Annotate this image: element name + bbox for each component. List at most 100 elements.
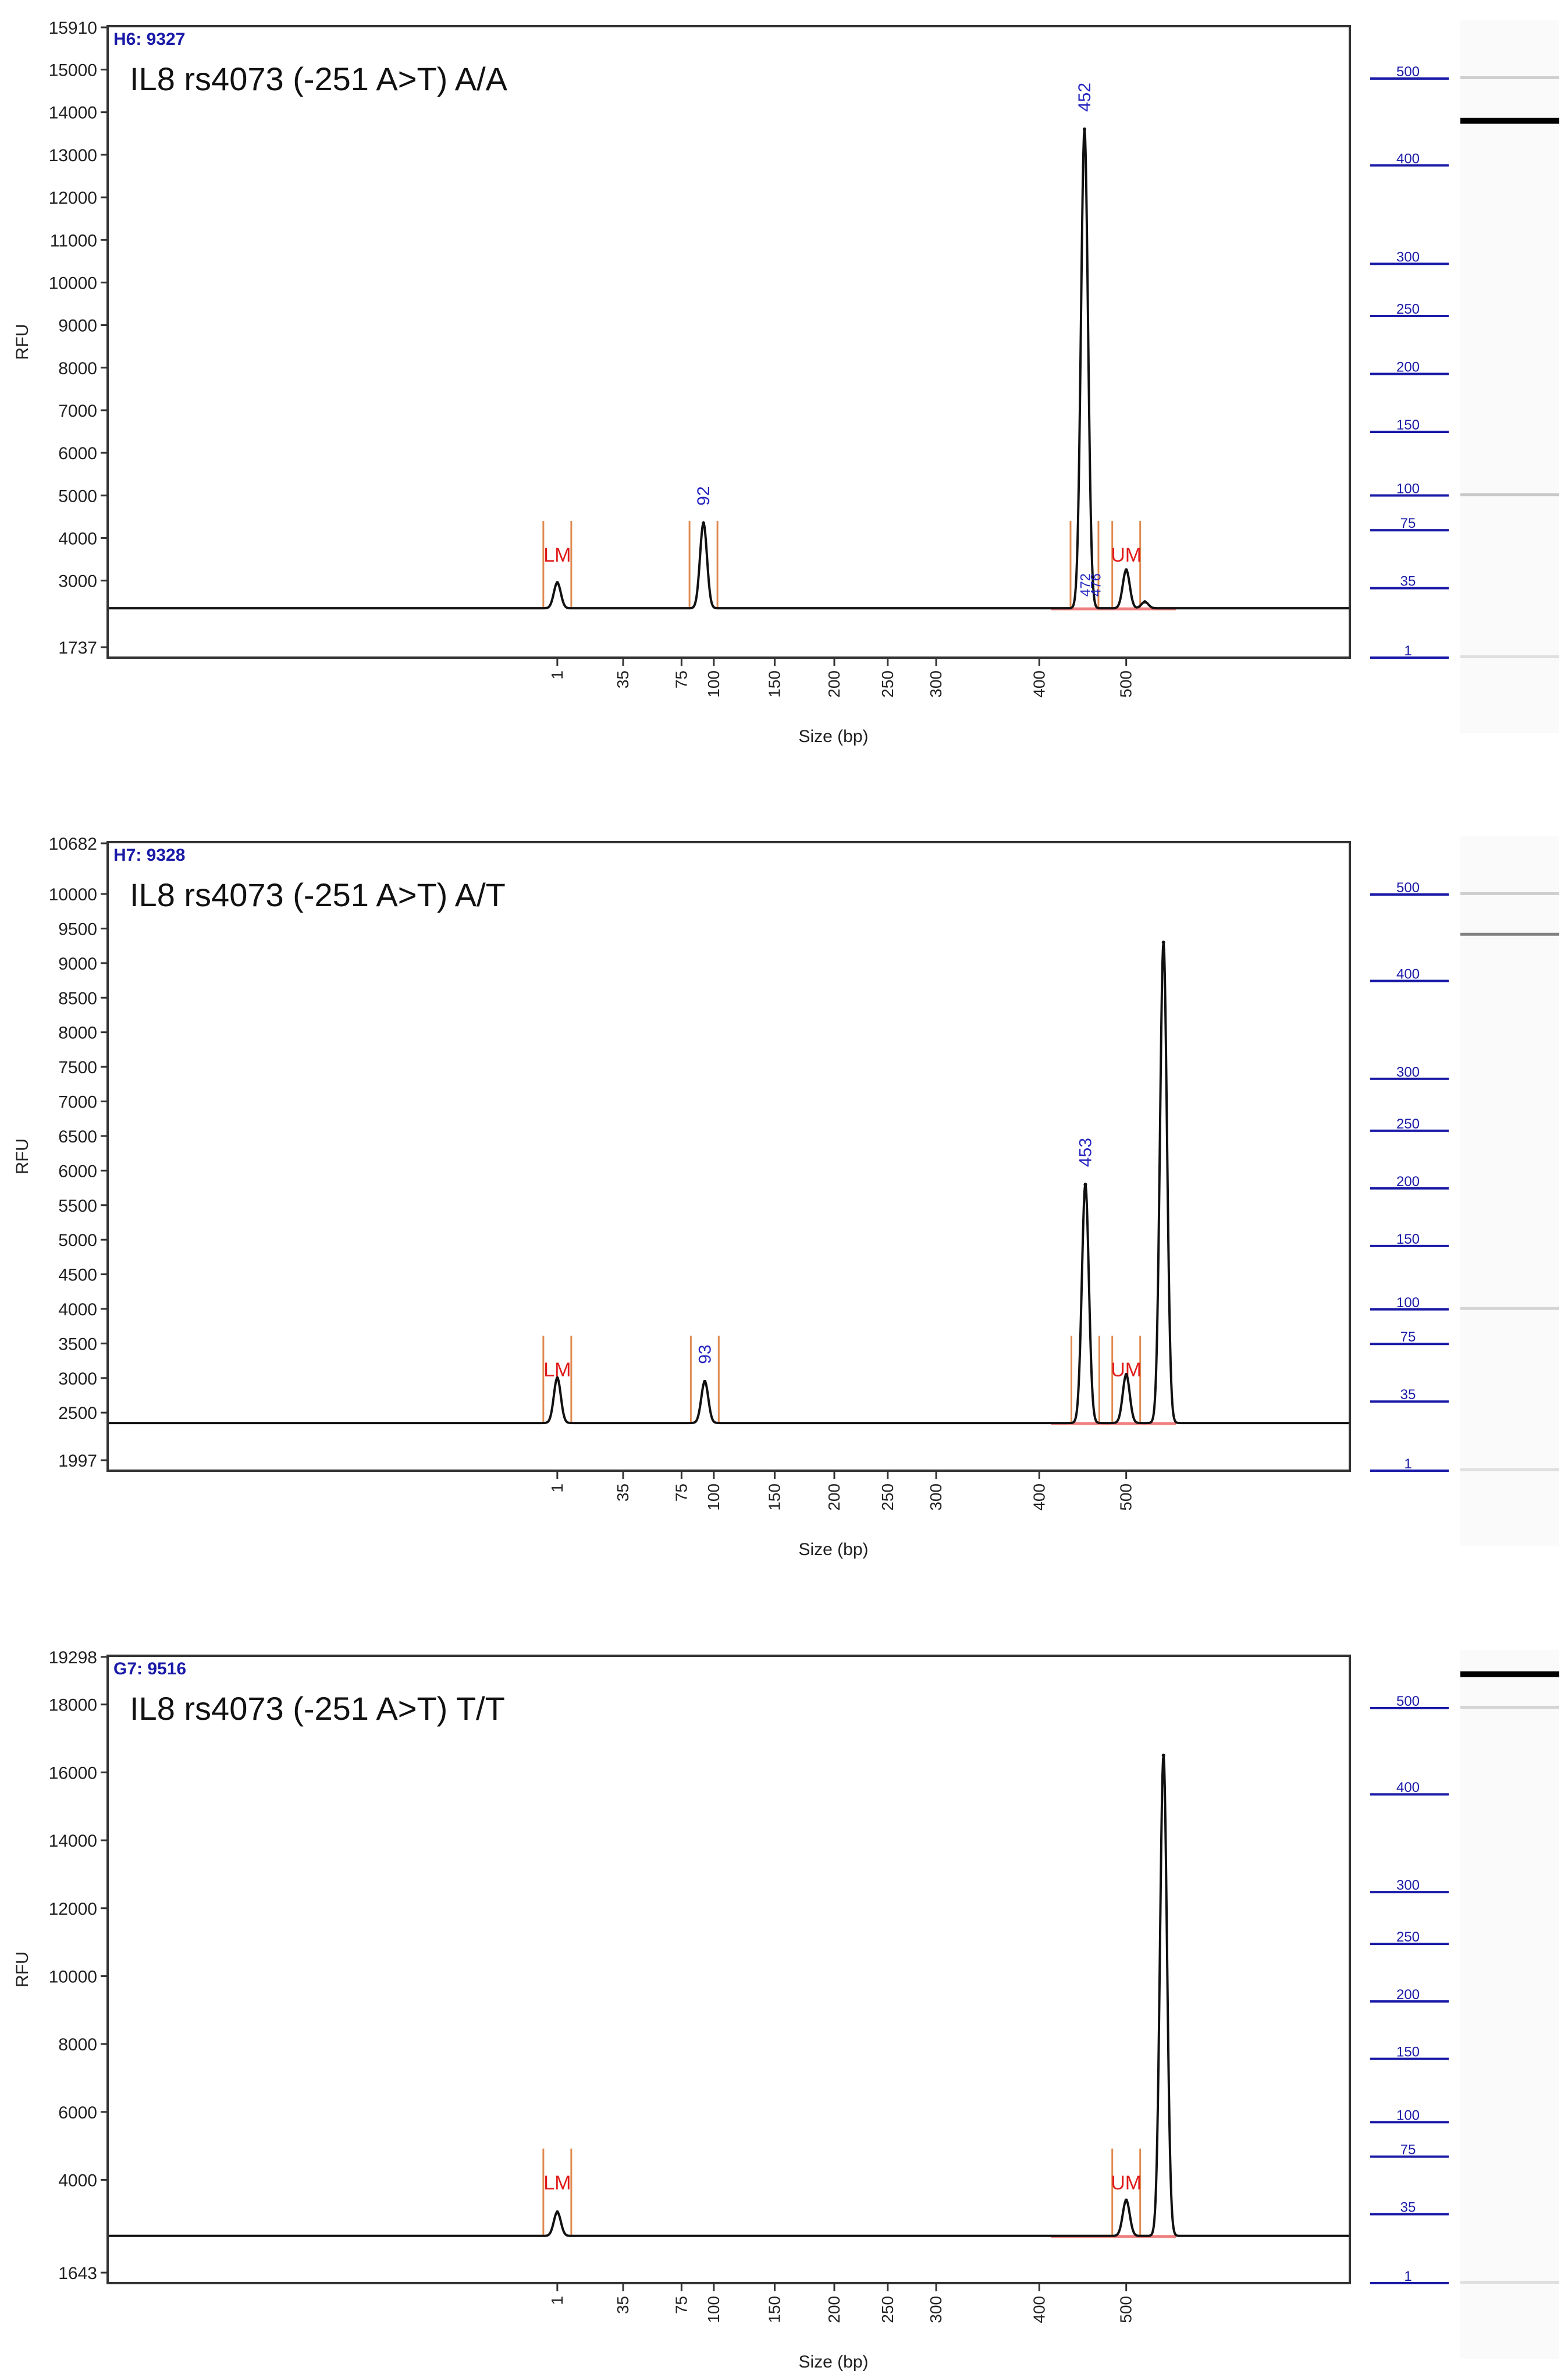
y-tick-label: 15910 — [49, 19, 97, 38]
y-tick-label: 16000 — [49, 1763, 97, 1783]
y-axis-label: RFU — [13, 1138, 32, 1174]
ladder-label: 75 — [1400, 1329, 1416, 1345]
x-tick-label: 150 — [765, 670, 783, 698]
y-tick-label: 18000 — [49, 1696, 97, 1715]
marker-label-lm: LM — [543, 544, 571, 566]
x-tick-label: 300 — [927, 2296, 945, 2323]
ladder-label: 300 — [1396, 1877, 1420, 1893]
y-tick-label: 8500 — [58, 989, 97, 1008]
y-tick-label: 9000 — [58, 317, 97, 336]
ladder-label: 1 — [1404, 2269, 1411, 2284]
y-tick-label: 1737 — [58, 638, 97, 658]
x-axis-label: Size (bp) — [798, 2352, 868, 2372]
ladder-label: 150 — [1396, 2045, 1420, 2060]
ladder-label: 1 — [1404, 643, 1411, 659]
gel-band — [1460, 493, 1559, 496]
x-tick-label: 1 — [548, 670, 566, 680]
gel-band — [1460, 1468, 1559, 1471]
chart-title: IL8 rs4073 (-251 A>T) T/T — [130, 1690, 505, 1727]
gel-band — [1460, 76, 1559, 79]
x-tick-label: 100 — [705, 1483, 723, 1511]
gel-band — [1460, 655, 1559, 658]
y-tick-label: 1643 — [58, 2264, 97, 2283]
x-tick-label: 1 — [548, 2296, 566, 2305]
peak-point — [1161, 1754, 1165, 1758]
y-axis-label: RFU — [13, 1951, 32, 1987]
peak-label: 93 — [695, 1344, 714, 1364]
ladder-label: 500 — [1396, 880, 1420, 896]
ladder-label: 75 — [1400, 2142, 1416, 2158]
y-tick-label: 8000 — [58, 359, 97, 378]
gel-band — [1460, 932, 1559, 936]
x-tick-label: 35 — [614, 1483, 632, 1502]
x-tick-label: 300 — [927, 1483, 945, 1511]
y-tick-label: 14000 — [49, 1832, 97, 1851]
panel-2: H7: 9328 IL8 rs4073 (-251 A>T) A/T RFU 1997… — [13, 835, 1559, 1559]
ladder-label: 75 — [1400, 516, 1416, 531]
x-tick-label: 75 — [672, 1483, 690, 1502]
ladder-label: 250 — [1396, 1116, 1420, 1132]
y-tick-label: 14000 — [49, 104, 97, 123]
x-tick-label: 200 — [825, 1483, 843, 1511]
y-tick-label: 7000 — [58, 402, 97, 421]
y-tick-label: 10682 — [49, 835, 97, 854]
peak-point — [1082, 127, 1086, 132]
x-tick-label: 400 — [1030, 2296, 1048, 2323]
gel-band — [1460, 1671, 1559, 1677]
x-tick-label: 500 — [1117, 670, 1135, 698]
y-tick-label: 6000 — [58, 2103, 97, 2123]
x-tick-label: 35 — [614, 670, 632, 688]
marker-label-um: UM — [1111, 2172, 1142, 2194]
peak-label: 92 — [694, 486, 713, 505]
ladder-label: 100 — [1396, 481, 1420, 496]
ladder-label: 250 — [1396, 1929, 1420, 1945]
y-tick-label: 4500 — [58, 1266, 97, 1285]
ladder-label: 300 — [1396, 249, 1420, 265]
ladder-label: 35 — [1400, 574, 1416, 590]
marker-label-um: UM — [1111, 1359, 1142, 1381]
y-tick-label: 5000 — [58, 1231, 97, 1250]
ladder-label: 500 — [1396, 1694, 1420, 1709]
gel-lane — [1460, 1650, 1559, 2359]
peak-point — [555, 1376, 559, 1380]
panel-3: G7: 9516 IL8 rs4073 (-251 A>T) T/T RFU 1643… — [13, 1648, 1559, 2372]
chart-title: IL8 rs4073 (-251 A>T) A/A — [130, 61, 508, 97]
well-label: H7: 9328 — [113, 846, 185, 865]
gel-band — [1460, 2281, 1559, 2284]
x-tick-label: 400 — [1030, 1483, 1048, 1511]
y-tick-label: 12000 — [49, 1900, 97, 1919]
y-tick-label: 6500 — [58, 1127, 97, 1147]
gel-lane — [1460, 836, 1559, 1546]
gel-lane — [1460, 20, 1559, 733]
y-tick-label: 1997 — [58, 1451, 97, 1471]
ladder-label: 200 — [1396, 1174, 1420, 1190]
peak-point — [1161, 940, 1165, 945]
x-tick-label: 500 — [1117, 1483, 1135, 1511]
panel-1: H6: 9327 IL8 rs4073 (-251 A>T) A/A RFU 1737… — [13, 19, 1559, 746]
ladder-label: 35 — [1400, 2199, 1416, 2215]
x-tick-label: 1 — [548, 1483, 566, 1493]
y-tick-label: 3500 — [58, 1334, 97, 1354]
x-tick-label: 300 — [927, 670, 945, 698]
x-tick-label: 250 — [879, 2296, 897, 2323]
y-tick-label: 10000 — [49, 1967, 97, 1986]
x-tick-label: 250 — [879, 670, 897, 698]
gel-band — [1460, 118, 1559, 124]
trace-line — [109, 129, 1349, 610]
peak-point — [1124, 2198, 1128, 2202]
ladder-label: 100 — [1396, 2107, 1420, 2123]
ladder-label: 400 — [1396, 967, 1420, 982]
marker-label-um: UM — [1111, 544, 1142, 566]
x-axis-label: Size (bp) — [798, 1540, 868, 1559]
y-tick-label: 2500 — [58, 1404, 97, 1423]
x-tick-label: 200 — [825, 2296, 843, 2323]
x-axis-label: Size (bp) — [798, 727, 868, 746]
y-tick-label: 5500 — [58, 1197, 97, 1216]
y-tick-label: 8000 — [58, 2035, 97, 2054]
x-tick-label: 400 — [1030, 670, 1048, 698]
y-tick-label: 4000 — [58, 2171, 97, 2190]
small-peak-label: 476 — [1089, 573, 1104, 597]
small-peak-label: 472 — [1078, 573, 1094, 597]
trace-line — [109, 942, 1349, 1425]
peak-label: 452 — [1075, 83, 1094, 112]
